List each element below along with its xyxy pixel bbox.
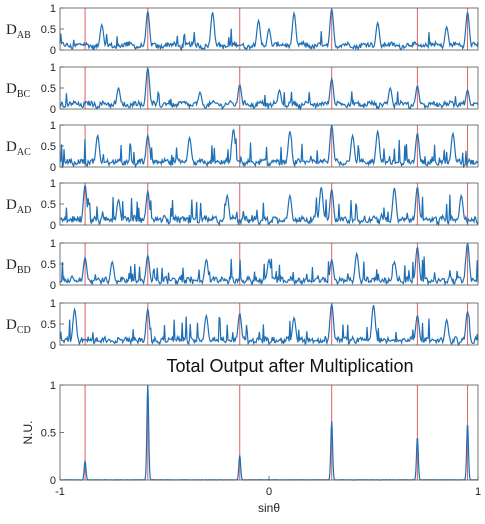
y-tick-label: 0.5: [41, 83, 56, 95]
x-tick-label: -1: [55, 486, 65, 498]
panel-label-main: D: [6, 22, 17, 38]
y-tick-label: 0: [50, 340, 56, 352]
panel-label-main: D: [6, 139, 17, 155]
plot-frame: [59, 384, 479, 481]
y-tick-label: 0: [50, 162, 56, 174]
panel-bc: 10.50: [41, 62, 479, 116]
y-tick-label: 0: [50, 475, 56, 487]
signal-line: [59, 8, 479, 52]
signal-line: [59, 67, 479, 112]
signal-line: [59, 384, 479, 481]
y-tick-label: 0.5: [41, 259, 56, 271]
plot-frame: [59, 302, 479, 346]
y-tick-label: 0: [50, 220, 56, 232]
panel-label: DBC: [6, 81, 31, 100]
panel-ab: 10.50: [41, 3, 479, 57]
panel-label-sub: AD: [17, 205, 31, 216]
panel-label-main: D: [6, 257, 17, 273]
panel-label-main: D: [6, 317, 17, 333]
panel-bd: 10.50: [41, 238, 479, 292]
panel-label: DAB: [6, 22, 31, 41]
panel-label-main: D: [6, 81, 17, 97]
x-tick-label: 1: [475, 486, 481, 498]
panel-label: DAC: [6, 139, 31, 158]
y-tick-label: 0.5: [41, 24, 56, 36]
total-plot: 10.50: [41, 380, 479, 487]
x-tick-label: 0: [266, 486, 272, 498]
total-panel: 10.50-1 0 1N.U.sinθ: [21, 380, 481, 515]
signal-line: [59, 303, 479, 347]
panel-label: DAD: [6, 197, 31, 216]
panel-label-main: D: [6, 197, 17, 213]
y-tick-label: 0: [50, 104, 56, 116]
panel-label-sub: AB: [17, 30, 31, 41]
signal-line: [59, 124, 479, 169]
y-tick-label: 1: [50, 298, 56, 310]
panel-label-sub: AC: [17, 147, 31, 158]
y-tick-label: 1: [50, 120, 56, 132]
x-axis-label: sinθ: [258, 501, 280, 515]
y-tick-label: 1: [50, 3, 56, 15]
y-tick-label: 0.5: [41, 319, 56, 331]
total-title: Total Output after Multiplication: [166, 356, 413, 376]
y-tick-label: 1: [50, 238, 56, 250]
y-axis-label: N.U.: [21, 421, 35, 445]
panel-ac: 10.50: [41, 120, 479, 174]
signal-line: [59, 242, 479, 287]
y-tick-label: 0: [50, 280, 56, 292]
y-tick-label: 0.5: [41, 428, 56, 440]
panel-label: DBD: [6, 257, 31, 276]
panels-group: 10.50DAB10.50DBC10.50DAC10.50DAD10.50DBD…: [6, 3, 479, 352]
y-tick-label: 0: [50, 45, 56, 57]
panel-label: DCD: [6, 317, 31, 336]
panel-cd: 10.50: [41, 298, 479, 352]
panel-ad: 10.50: [41, 178, 479, 232]
y-tick-label: 0.5: [41, 199, 56, 211]
y-tick-label: 1: [50, 178, 56, 190]
panel-label-sub: BD: [17, 265, 31, 276]
y-tick-label: 1: [50, 62, 56, 74]
y-tick-label: 1: [50, 380, 56, 392]
signal-line: [59, 185, 479, 227]
y-tick-label: 0.5: [41, 141, 56, 153]
panel-label-sub: BC: [17, 89, 31, 100]
panel-label-sub: CD: [17, 325, 31, 336]
